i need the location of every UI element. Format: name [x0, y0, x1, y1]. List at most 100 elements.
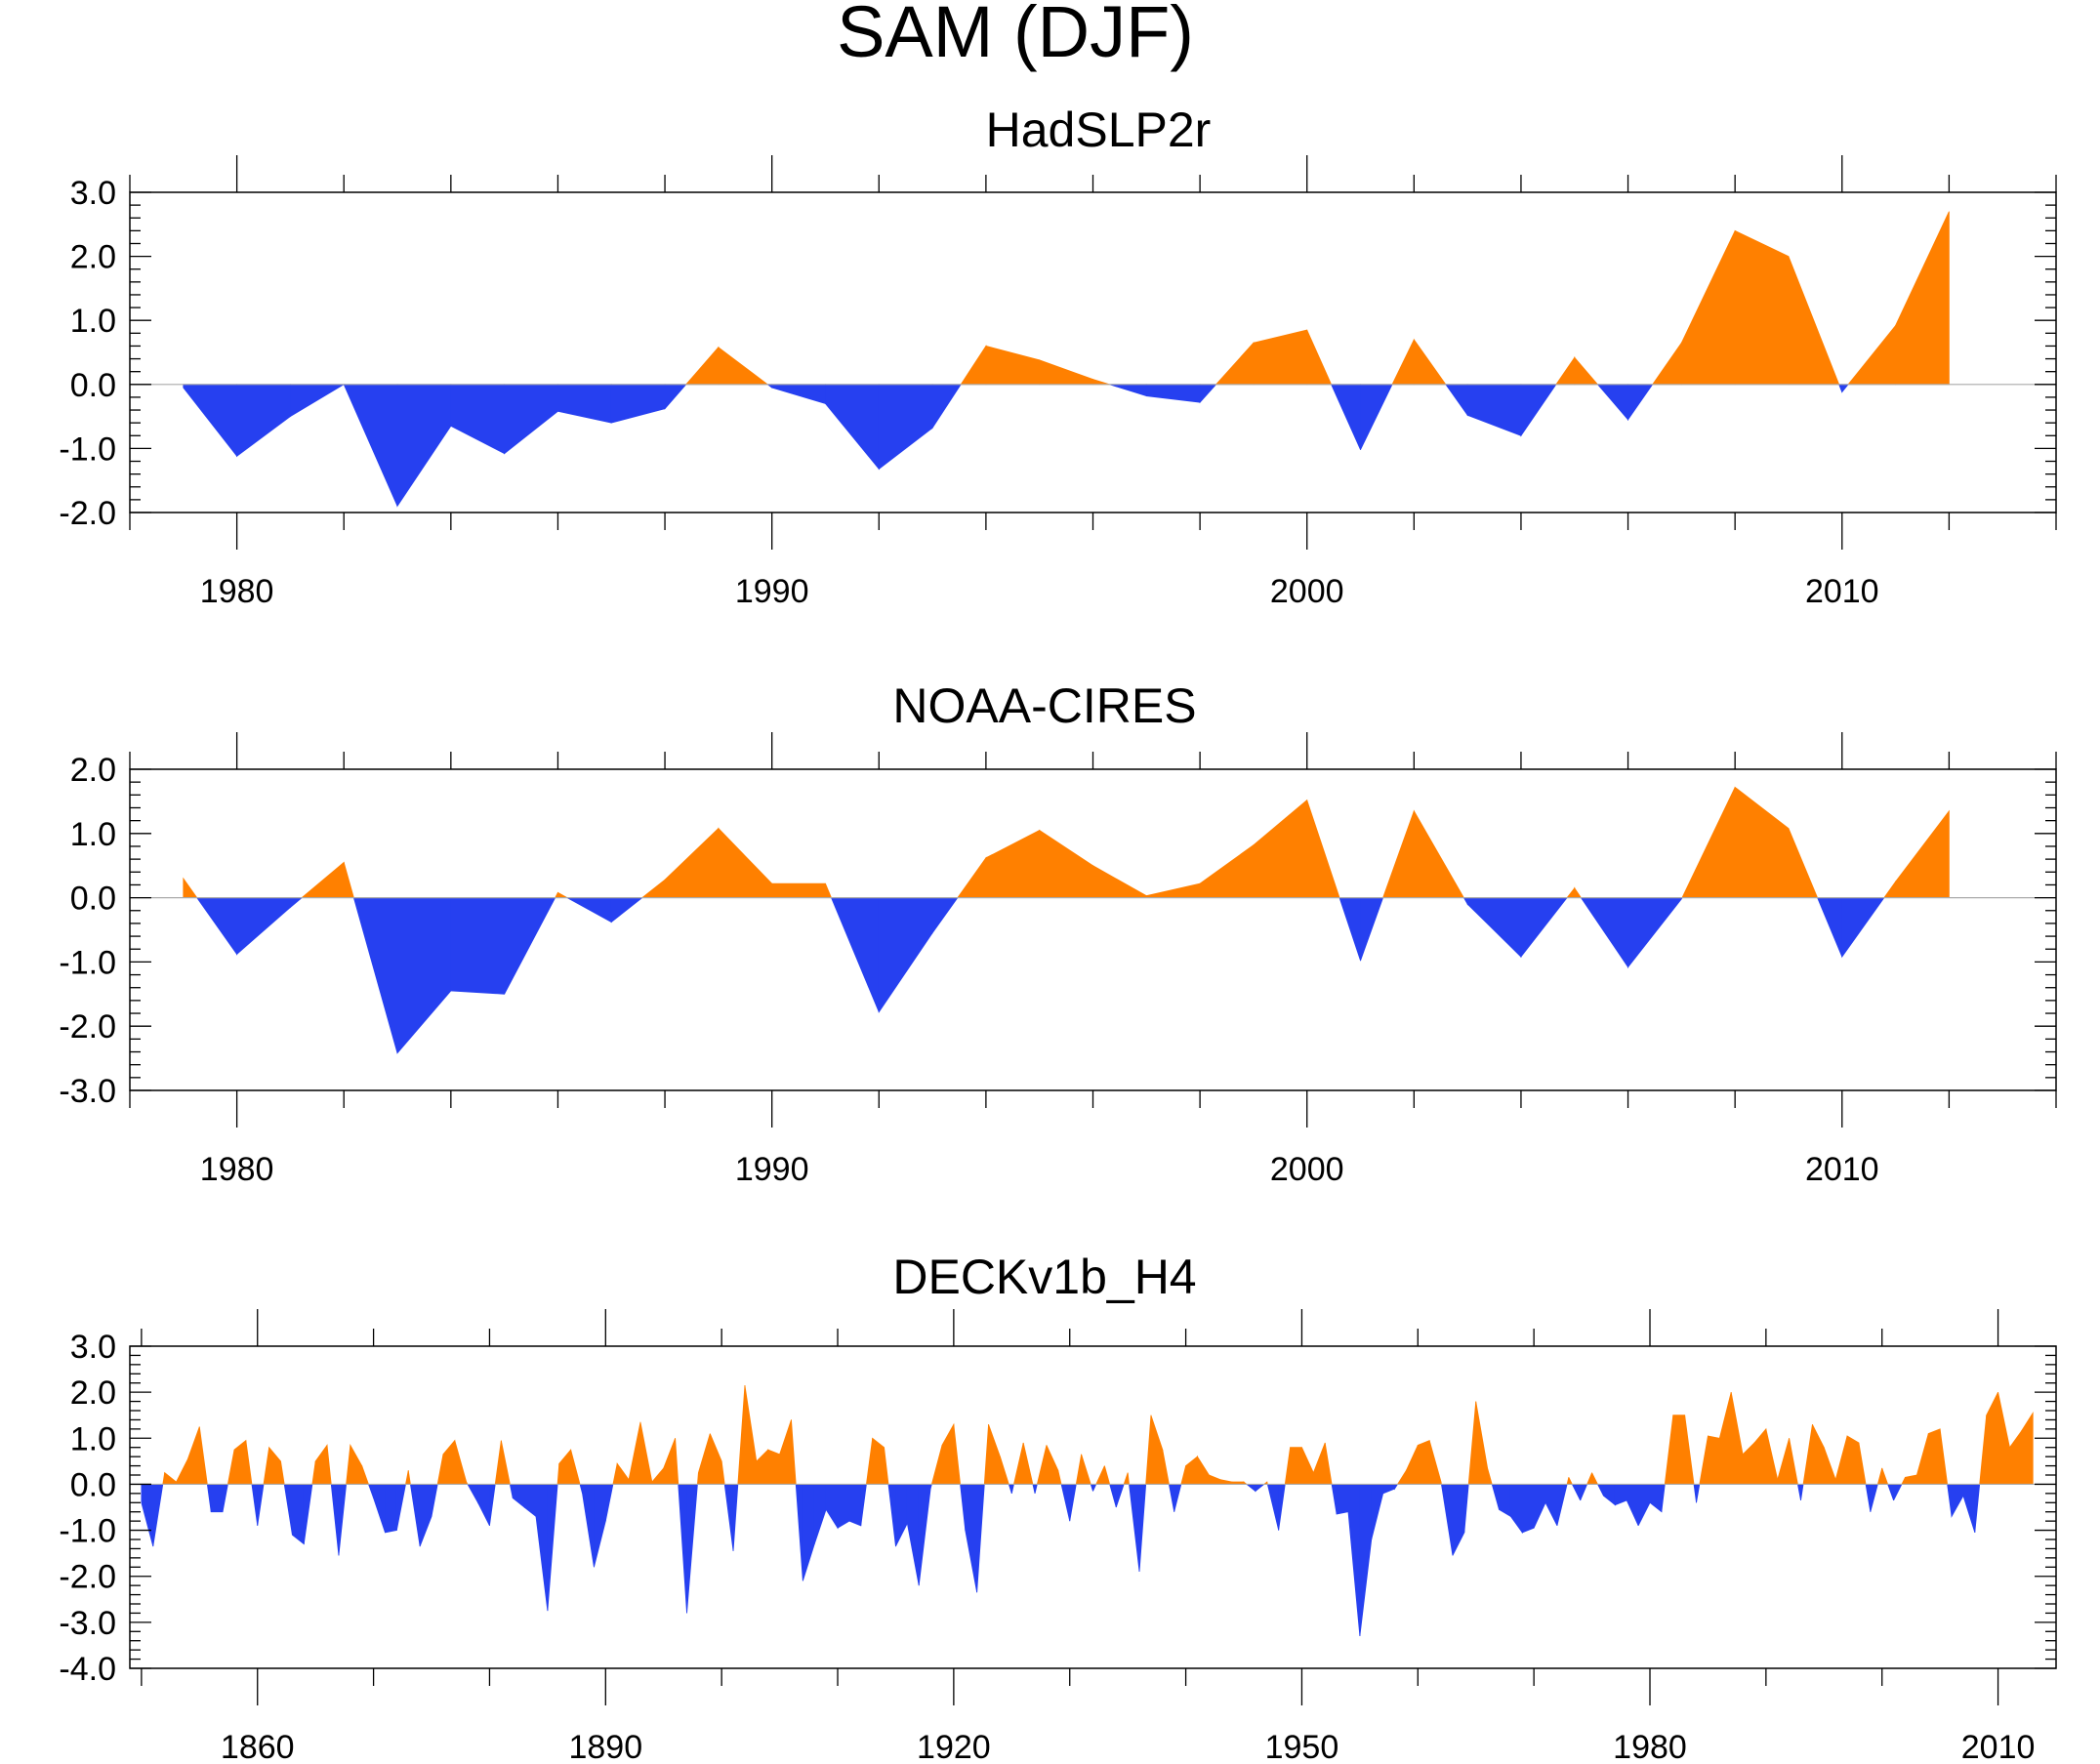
positive-area-segment — [346, 1445, 351, 1485]
negative-area-segment — [535, 1484, 549, 1612]
negative-area-segment — [385, 1484, 397, 1534]
y-tick-label: 0.0 — [70, 367, 116, 404]
negative-area-segment — [450, 384, 506, 455]
y-tick-label: -4.0 — [59, 1651, 116, 1688]
negative-area-segment — [409, 1484, 421, 1547]
negative-area-segment — [960, 1484, 967, 1531]
negative-area-segment — [1947, 1484, 1953, 1517]
negative-area-segment — [509, 1484, 514, 1498]
positive-area-segment — [957, 856, 987, 898]
positive-area-segment — [454, 1440, 468, 1485]
positive-area-segment — [1391, 339, 1415, 386]
negative-area-segment — [504, 897, 556, 995]
positive-area-segment — [1103, 1465, 1111, 1485]
y-tick-label: 1.0 — [70, 1420, 116, 1457]
positive-area-segment — [985, 345, 1041, 386]
positive-area-segment — [1883, 880, 1896, 898]
positive-area-segment — [1092, 865, 1147, 898]
positive-area-segment — [1680, 230, 1736, 386]
negative-area-segment — [918, 1484, 931, 1586]
x-tick-label: 2000 — [1270, 573, 1344, 610]
positive-area-segment — [1145, 1415, 1152, 1485]
negative-area-segment — [678, 1484, 687, 1614]
positive-area-segment — [1734, 229, 1790, 386]
negative-area-segment — [594, 1484, 606, 1568]
positive-area-segment — [941, 1422, 955, 1485]
negative-area-segment — [976, 1484, 985, 1593]
positive-area-segment — [494, 1440, 502, 1485]
positive-area-segment — [791, 1419, 797, 1485]
negative-area-segment — [206, 1484, 212, 1512]
x-tick-label: 1980 — [200, 1151, 274, 1188]
positive-area-segment — [872, 1437, 885, 1485]
negative-area-segment — [1278, 1484, 1286, 1531]
negative-area-segment — [860, 1484, 867, 1526]
negative-area-segment — [141, 1484, 154, 1547]
negative-area-segment — [929, 1484, 932, 1490]
positive-area-segment — [1208, 1474, 1221, 1485]
negative-area-segment — [1627, 897, 1682, 968]
positive-area-segment — [721, 1460, 725, 1485]
positive-area-segment — [718, 827, 773, 898]
positive-area-segment — [1306, 800, 1340, 898]
positive-area-segment — [1699, 1435, 1709, 1485]
negative-area-segment — [610, 897, 643, 923]
positive-area-segment — [301, 861, 345, 898]
panel-title: NOAA-CIRES — [892, 678, 1196, 733]
negative-area-segment — [1520, 384, 1557, 437]
negative-area-segment — [395, 1484, 406, 1531]
negative-area-segment — [931, 384, 962, 430]
negative-area-segment — [1010, 1484, 1014, 1494]
negative-area-segment — [1499, 1484, 1511, 1518]
positive-area-segment — [675, 1438, 679, 1485]
positive-area-segment — [718, 346, 769, 386]
positive-area-segment — [326, 1445, 332, 1485]
y-tick-label: 2.0 — [70, 1374, 116, 1412]
positive-area-segment — [1406, 1445, 1419, 1485]
negative-area-segment — [290, 384, 346, 418]
negative-area-segment — [686, 1484, 698, 1614]
negative-area-segment — [512, 1484, 525, 1508]
positive-area-segment — [1788, 828, 1819, 898]
negative-area-segment — [1520, 897, 1568, 959]
negative-area-segment — [1796, 1484, 1801, 1501]
negative-area-segment — [210, 1484, 224, 1513]
positive-area-segment — [311, 1460, 316, 1485]
negative-area-segment — [1331, 384, 1361, 450]
negative-area-segment — [504, 384, 558, 455]
positive-area-segment — [1802, 1424, 1813, 1485]
negative-area-segment — [283, 1484, 293, 1536]
negative-area-segment — [887, 1484, 896, 1547]
positive-area-segment — [983, 1424, 989, 1485]
negative-area-segment — [604, 1484, 614, 1522]
negative-area-segment — [802, 1484, 815, 1581]
negative-area-segment — [303, 1484, 313, 1544]
negative-area-segment — [396, 897, 452, 1054]
negative-area-segment — [1466, 897, 1522, 959]
positive-area-segment — [1150, 1415, 1164, 1485]
negative-area-segment — [795, 1484, 803, 1581]
positive-area-segment — [744, 1385, 758, 1485]
positive-area-segment — [697, 1433, 711, 1485]
positive-area-segment — [1858, 1442, 1867, 1485]
negative-area-segment — [1870, 1484, 1878, 1512]
positive-area-segment — [436, 1454, 444, 1485]
positive-area-segment — [779, 1419, 792, 1485]
positive-area-segment — [1215, 342, 1255, 386]
positive-area-segment — [1672, 1415, 1686, 1485]
panel-deckv1b-h4: DECKv1b_H4 3.0 2.0 1.0 0.0 -1.0 -2.0 -3.0 -4.0 1… — [59, 1250, 2057, 1764]
positive-area-segment — [1708, 1435, 1720, 1485]
negative-area-segment — [1596, 1484, 1604, 1497]
positive-area-segment — [187, 1426, 200, 1485]
negative-area-segment — [1544, 1484, 1558, 1527]
positive-area-segment — [628, 1421, 641, 1485]
positive-area-segment — [1651, 341, 1682, 386]
negative-area-segment — [1800, 1484, 1804, 1500]
positive-area-segment — [1162, 1449, 1170, 1485]
negative-area-segment — [1440, 1484, 1454, 1556]
positive-area-segment — [1396, 1468, 1407, 1485]
negative-area-segment — [1347, 1484, 1361, 1637]
positive-area-segment — [233, 1439, 247, 1485]
positive-area-segment — [612, 1463, 618, 1485]
negative-area-segment — [431, 1484, 438, 1517]
